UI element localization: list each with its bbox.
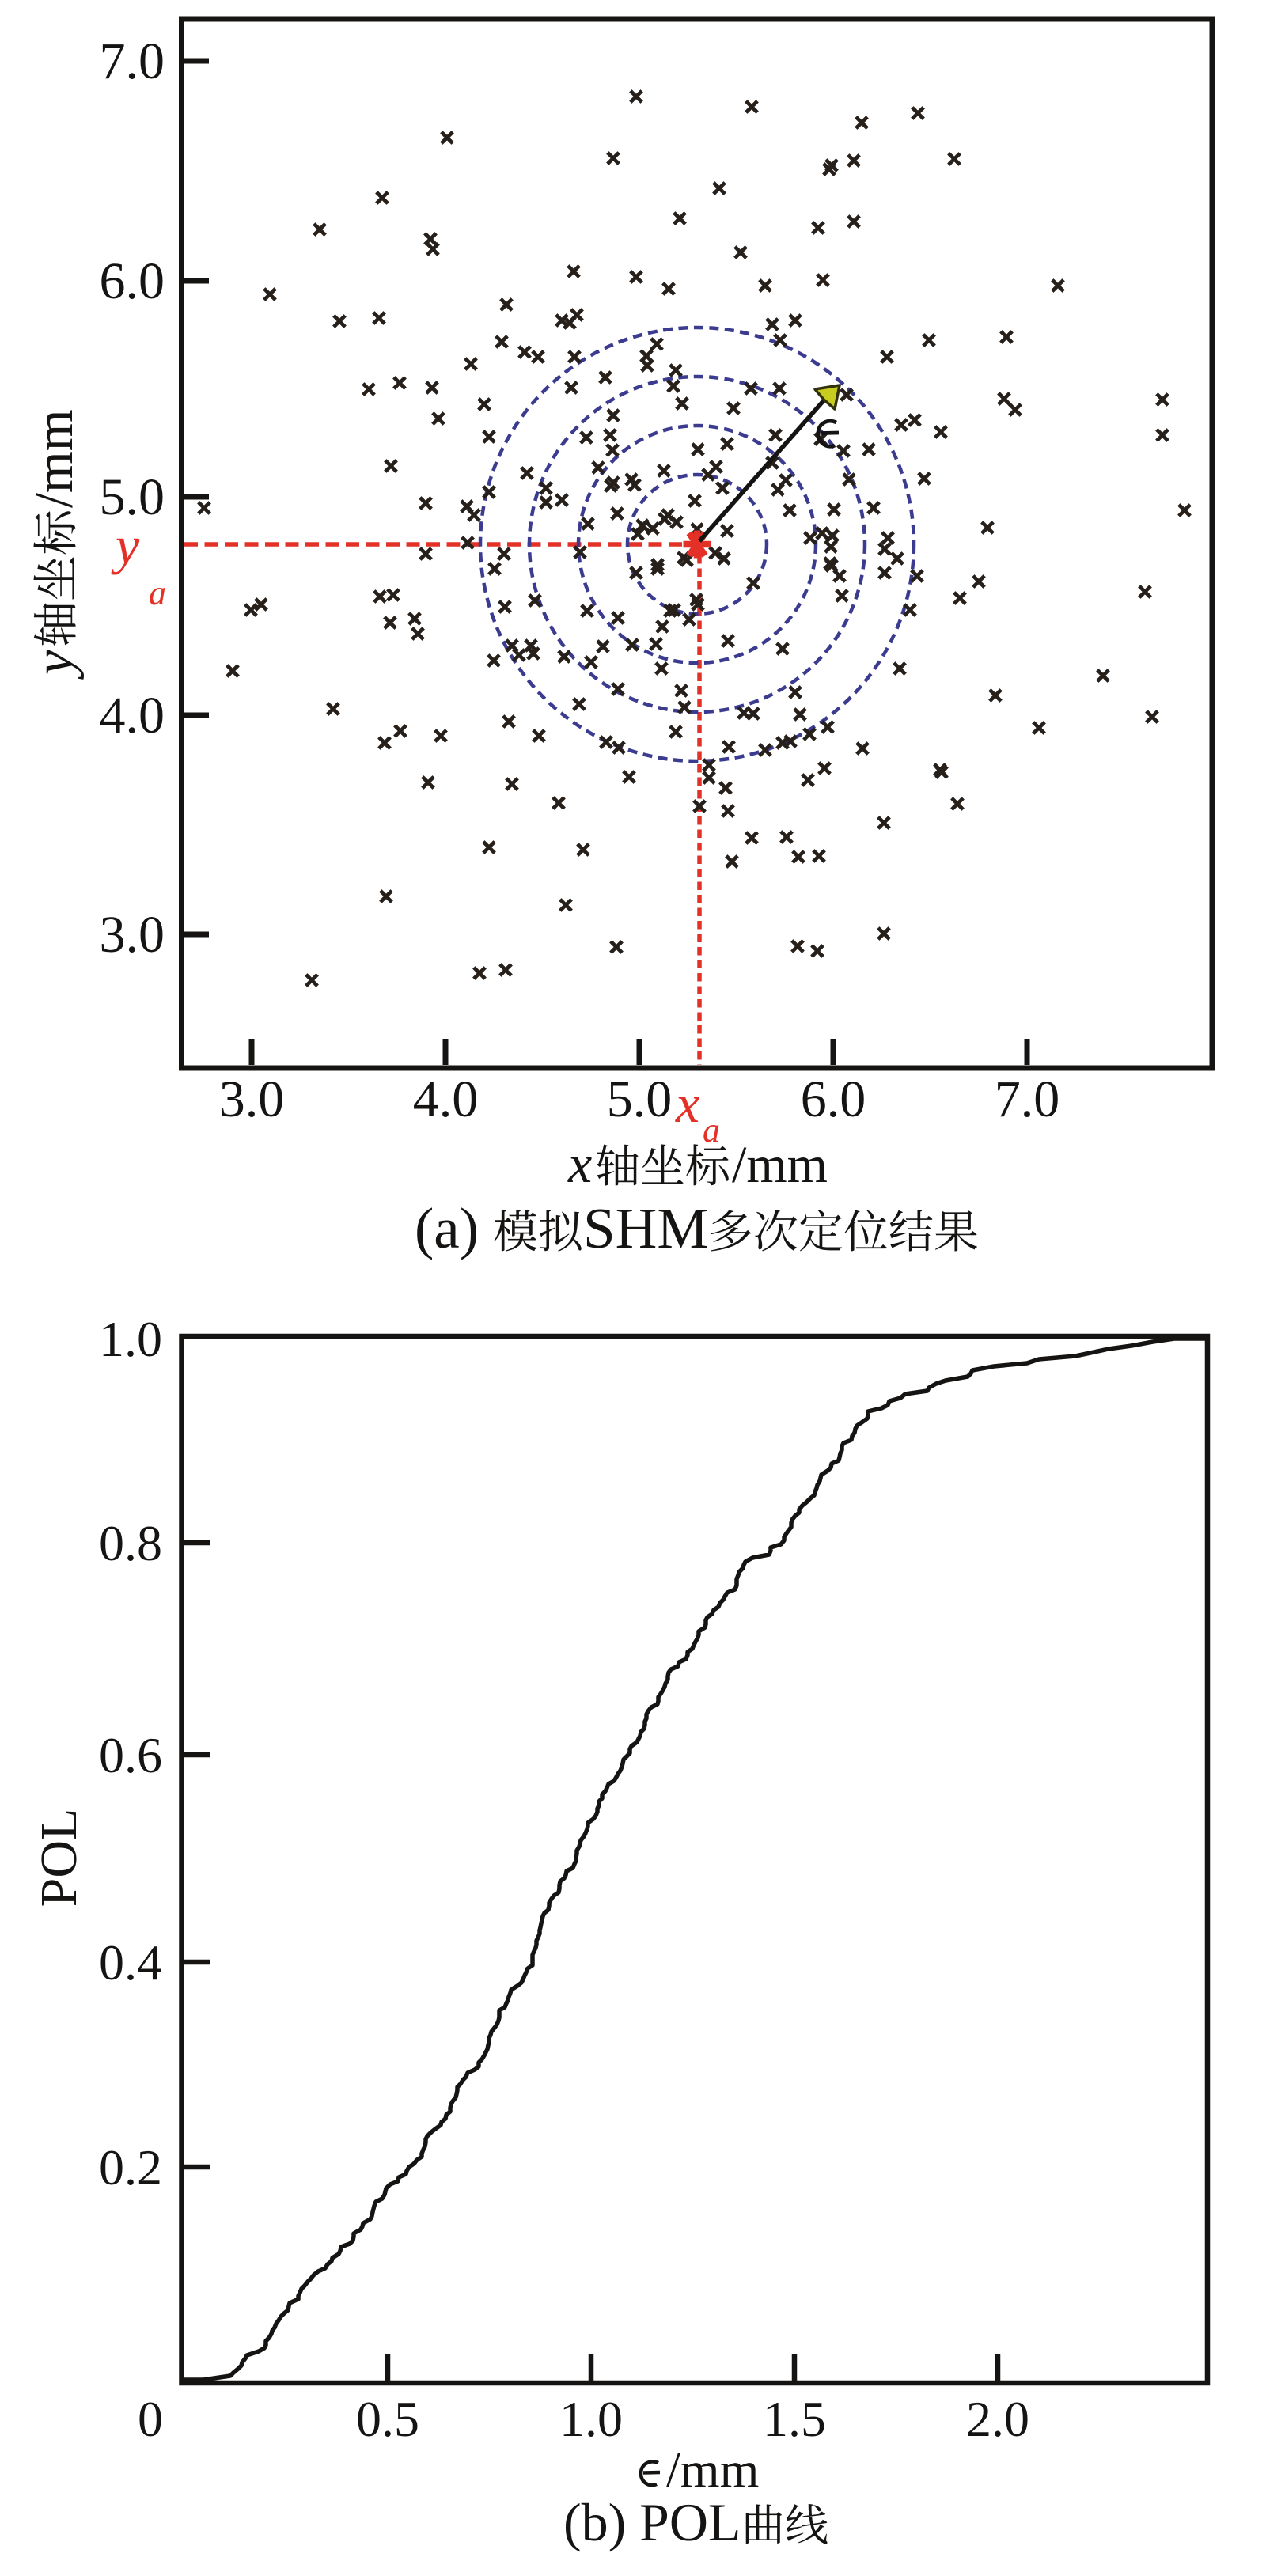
svg-text:4.0: 4.0 xyxy=(100,687,165,744)
svg-text:(a): (a) xyxy=(415,1196,479,1260)
svg-text:0.8: 0.8 xyxy=(99,1515,162,1571)
svg-text:3.0: 3.0 xyxy=(219,1070,285,1128)
svg-text:1.5: 1.5 xyxy=(763,2391,826,2447)
svg-text:/mm: /mm xyxy=(666,2442,759,2498)
svg-text:4.0: 4.0 xyxy=(413,1070,479,1128)
svg-text:6.0: 6.0 xyxy=(801,1070,866,1128)
svg-text:POL: POL xyxy=(30,1809,88,1907)
svg-text:/mm: /mm xyxy=(24,409,84,508)
svg-text:SHM: SHM xyxy=(583,1196,708,1260)
svg-text:x: x xyxy=(675,1074,699,1134)
svg-text:0: 0 xyxy=(138,2391,163,2447)
svg-text:7.0: 7.0 xyxy=(100,32,165,90)
svg-text:x: x xyxy=(567,1134,592,1194)
svg-text:5.0: 5.0 xyxy=(607,1070,673,1128)
svg-text:6.0: 6.0 xyxy=(100,252,165,310)
svg-text:a: a xyxy=(703,1111,720,1150)
svg-text:7.0: 7.0 xyxy=(995,1070,1060,1128)
svg-text:0.2: 0.2 xyxy=(99,2139,162,2195)
svg-text:3.0: 3.0 xyxy=(100,906,165,964)
svg-text:1.0: 1.0 xyxy=(559,2391,623,2447)
svg-text:POL: POL xyxy=(639,2492,741,2552)
svg-text:2.0: 2.0 xyxy=(966,2391,1029,2447)
svg-text:0.6: 0.6 xyxy=(99,1727,162,1783)
svg-text:1.0: 1.0 xyxy=(99,1311,162,1367)
svg-text:0.4: 0.4 xyxy=(99,1934,162,1991)
svg-text:y: y xyxy=(111,515,140,575)
svg-text:0.5: 0.5 xyxy=(356,2391,419,2447)
svg-text:y: y xyxy=(24,650,85,680)
svg-text:5.0: 5.0 xyxy=(100,468,165,526)
svg-text:(b): (b) xyxy=(563,2492,626,2552)
svg-text:/mm: /mm xyxy=(732,1136,828,1194)
svg-text:a: a xyxy=(149,574,166,612)
